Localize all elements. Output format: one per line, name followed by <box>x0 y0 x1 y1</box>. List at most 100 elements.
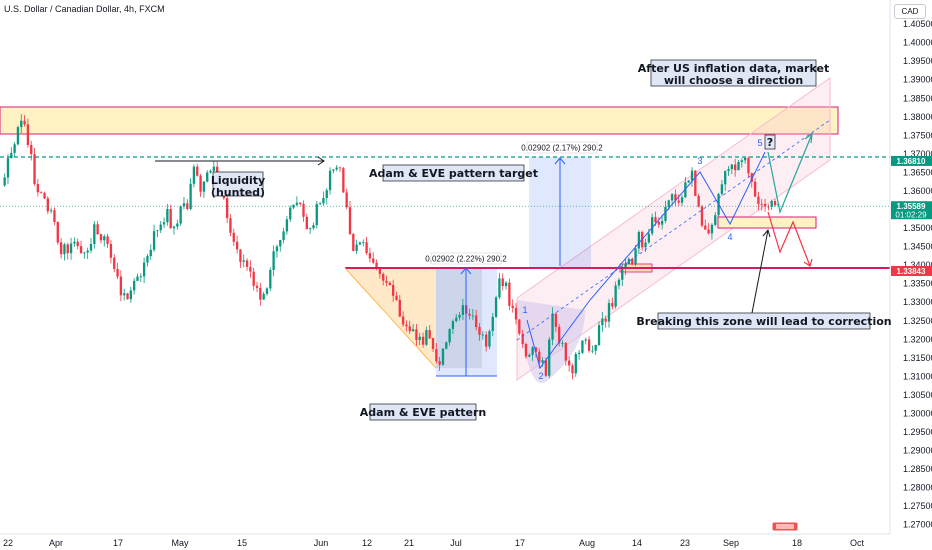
candle-body <box>3 177 6 186</box>
candle-body <box>574 353 577 374</box>
labels-layer: Liquidity(hunted) Adam & EVE pattern targ… <box>211 59 892 421</box>
y-tick-label: 1.39000 <box>903 75 932 85</box>
candle-body <box>534 347 538 352</box>
candle-body <box>687 180 690 183</box>
y-tick-label: 1.33500 <box>903 279 932 289</box>
candle-body <box>461 305 465 315</box>
y-tick-label: 1.36000 <box>903 186 932 196</box>
candle-body <box>734 164 737 171</box>
candle-body <box>216 166 219 173</box>
candle-body <box>179 206 182 224</box>
y-tick-label: 1.34000 <box>903 260 932 270</box>
channel-midline <box>516 119 831 341</box>
wave-label-2: 2 <box>538 371 543 381</box>
measure-label-1-bg <box>430 252 502 265</box>
candle-body <box>49 210 53 212</box>
x-tick-label: 15 <box>237 538 247 548</box>
inflation-label-text: will choose a direction <box>664 74 803 87</box>
candle-body <box>66 244 69 254</box>
candle-body <box>272 251 275 271</box>
candle-body <box>694 170 697 196</box>
x-tick-label: 12 <box>362 538 372 548</box>
candle-body <box>342 168 345 193</box>
candle-body <box>767 206 770 208</box>
x-tick-label: Apr <box>49 538 63 548</box>
candle-body <box>727 169 730 172</box>
candle-body <box>69 243 73 254</box>
candle-body <box>308 228 312 230</box>
candle-body <box>740 160 743 162</box>
candle-body <box>411 329 415 332</box>
candle-body <box>564 342 567 361</box>
candle-body <box>445 342 448 349</box>
y-tick-label: 1.27500 <box>903 501 932 511</box>
candle-body <box>597 325 601 346</box>
candle-body <box>720 184 724 194</box>
candle-body <box>714 215 717 225</box>
candle-body <box>229 218 232 233</box>
candle-body <box>388 282 392 285</box>
candle-body <box>358 242 362 245</box>
candle-body <box>245 260 249 267</box>
candle-body <box>299 202 302 204</box>
liquidity-label-text: (hunted) <box>211 186 265 199</box>
candle-body <box>524 343 528 357</box>
candle-body <box>601 318 604 326</box>
x-tick-label: May <box>171 538 189 548</box>
x-tick-label: 17 <box>113 538 123 548</box>
candle-body <box>670 194 674 201</box>
candle-body <box>259 287 262 300</box>
candle-body <box>96 224 99 235</box>
x-tick-label: Oct <box>850 538 865 548</box>
candle-body <box>607 303 611 322</box>
candle-body <box>763 203 767 207</box>
candles-layer <box>3 114 780 380</box>
rising-channel <box>516 77 831 381</box>
currency-badge[interactable]: CAD <box>894 4 926 19</box>
y-tick-label: 1.40000 <box>903 38 932 48</box>
y-tick-label: 1.33000 <box>903 297 932 307</box>
candle-body <box>186 203 189 210</box>
pattern-label-bg <box>369 403 477 421</box>
candle-body <box>265 288 269 294</box>
question-box: ? <box>764 134 776 150</box>
candle-body <box>710 224 714 234</box>
candle-body <box>292 204 295 208</box>
y-tick-label: 1.37000 <box>903 149 932 159</box>
candle-body <box>199 175 202 192</box>
support-zone <box>717 216 817 229</box>
x-tick-label: 17 <box>515 538 525 548</box>
candle-body <box>415 329 418 341</box>
candle-body <box>192 166 196 184</box>
candle-body <box>435 348 438 362</box>
candle-body <box>116 268 119 277</box>
y-tick-label: 1.36500 <box>903 167 932 177</box>
y-tick-label: 1.34500 <box>903 242 932 252</box>
candle-body <box>428 330 431 339</box>
candle-body <box>458 314 461 318</box>
y-tick-label: 1.27000 <box>903 520 932 530</box>
candle-body <box>46 198 49 212</box>
candle-body <box>431 338 435 349</box>
candle-body <box>511 305 514 309</box>
breaking-pointer <box>751 229 769 314</box>
bearish-arrowhead <box>803 258 813 267</box>
candle-body <box>269 270 272 289</box>
candle-body <box>166 208 169 223</box>
candle-body <box>704 225 707 230</box>
bearish-scenario <box>767 211 811 267</box>
resistance-zone <box>0 106 839 135</box>
y-tick-label: 1.37500 <box>903 130 932 140</box>
pattern-label: Adam & EVE pattern <box>360 403 486 421</box>
upper-price-tag-bg <box>891 155 932 166</box>
candle-body <box>23 120 26 125</box>
wedge-edge <box>344 267 437 369</box>
x-tick-label: 14 <box>632 538 642 548</box>
candle-body <box>518 319 521 334</box>
candle-body <box>378 268 382 275</box>
candle-body <box>305 216 308 230</box>
candle-body <box>295 202 299 205</box>
y-tick-label: 1.28000 <box>903 483 932 493</box>
